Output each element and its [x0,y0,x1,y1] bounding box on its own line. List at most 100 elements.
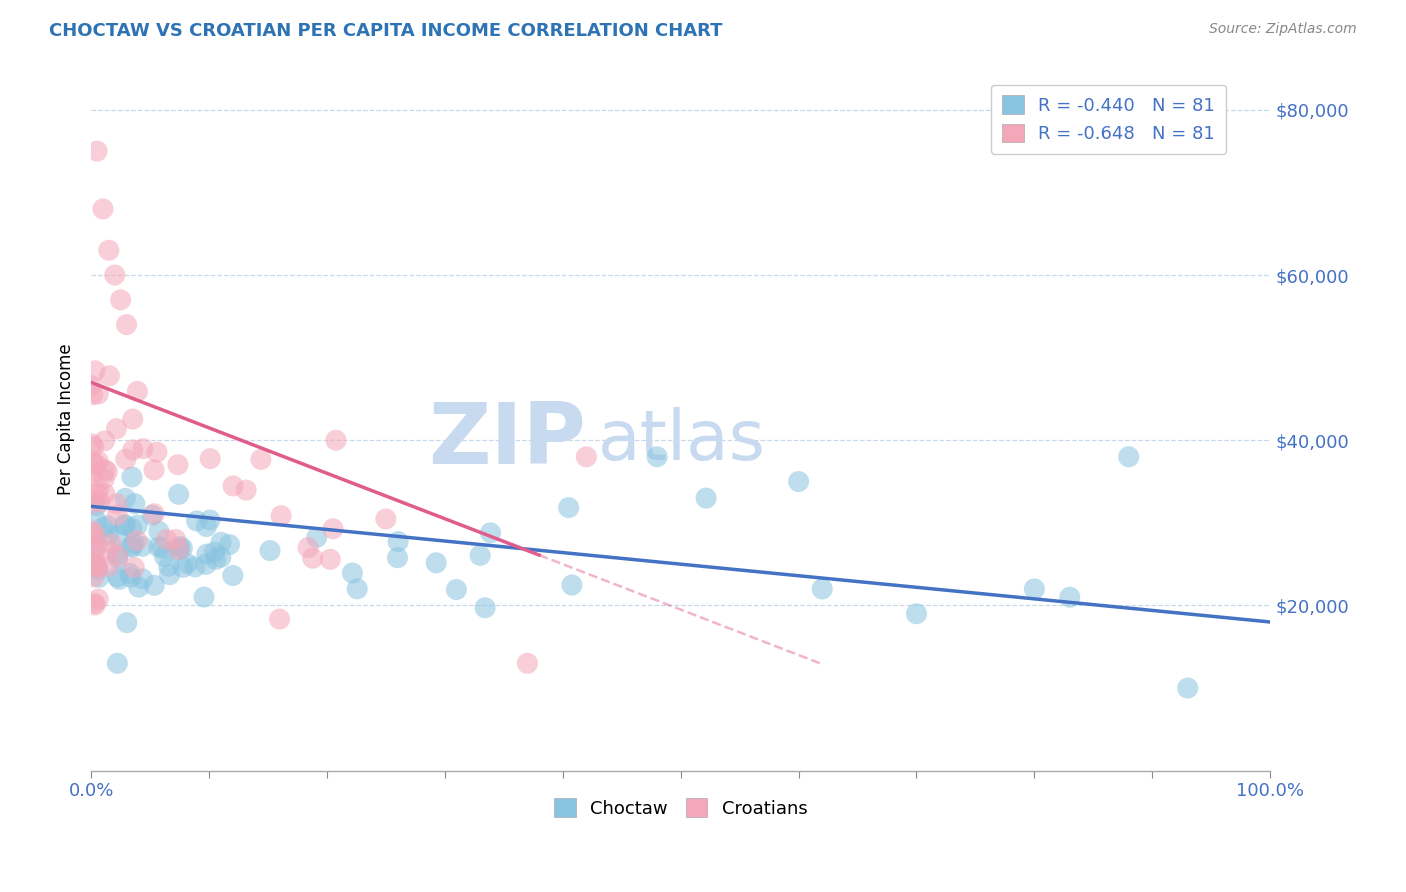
Point [89,495,111,509]
Point [645,450,668,464]
Point [87,570,110,584]
Point [114,491,136,506]
Point [118,566,141,581]
Point [105,657,128,671]
Point [132,442,155,456]
Point [105,422,128,436]
Point [83,545,105,559]
Point [86,458,108,472]
Point [305,530,328,544]
Point [143,507,166,521]
Point [193,590,215,604]
Point [172,560,194,574]
Point [141,508,163,523]
Point [83,596,105,610]
Point [87,387,110,401]
Point [195,547,218,561]
Point [87,454,110,468]
Point [301,551,323,566]
Point [176,557,198,571]
Point [468,549,491,563]
Point [157,559,180,574]
Point [84,558,107,572]
Point [96,465,118,479]
Point [127,518,149,533]
Point [80,470,103,484]
Point [86,499,108,513]
Point [346,582,368,596]
Point [167,542,190,557]
Point [905,607,928,621]
Point [83,526,105,541]
Point [270,508,292,523]
Point [143,578,166,592]
Point [146,445,169,459]
Point [169,540,191,554]
Point [198,513,221,527]
Point [84,542,107,557]
Point [83,440,105,454]
Point [97,244,120,258]
Point [325,434,347,448]
Point [155,533,177,547]
Point [1059,591,1081,605]
Point [83,570,105,584]
Y-axis label: Per Capita Income: Per Capita Income [58,343,75,495]
Point [235,483,257,497]
Point [143,463,166,477]
Point [148,540,170,554]
Point [80,529,103,543]
Point [269,612,291,626]
Point [131,540,153,554]
Point [121,540,143,554]
Point [319,552,342,566]
Point [110,293,132,307]
Point [108,572,131,586]
Point [259,543,281,558]
Point [1177,681,1199,695]
Point [172,541,194,555]
Point [97,543,120,558]
Text: atlas: atlas [598,407,766,475]
Point [124,497,146,511]
Point [425,556,447,570]
Point [148,524,170,539]
Point [87,562,110,576]
Point [96,518,118,533]
Point [87,483,110,498]
Point [374,512,396,526]
Point [167,542,190,557]
Point [114,452,136,467]
Point [195,519,218,533]
Point [131,572,153,586]
Point [1024,582,1046,596]
Point [86,559,108,574]
Point [479,525,502,540]
Point [105,570,128,584]
Point [86,538,108,552]
Text: CHOCTAW VS CROATIAN PER CAPITA INCOME CORRELATION CHART: CHOCTAW VS CROATIAN PER CAPITA INCOME CO… [49,22,723,40]
Point [83,558,105,572]
Point [561,578,583,592]
Point [107,551,129,566]
Point [122,560,145,574]
Point [127,384,149,399]
Point [811,582,834,596]
Point [97,528,120,542]
Point [387,550,409,565]
Point [195,558,218,572]
Point [93,486,115,500]
Point [121,470,143,484]
Point [84,491,107,505]
Point [93,472,115,486]
Point [91,202,114,216]
Legend: Choctaw, Croatians: Choctaw, Croatians [547,791,814,825]
Point [250,452,273,467]
Point [128,580,150,594]
Point [114,518,136,533]
Point [100,537,122,551]
Point [84,364,107,378]
Point [121,539,143,553]
Point [165,533,187,547]
Point [1118,450,1140,464]
